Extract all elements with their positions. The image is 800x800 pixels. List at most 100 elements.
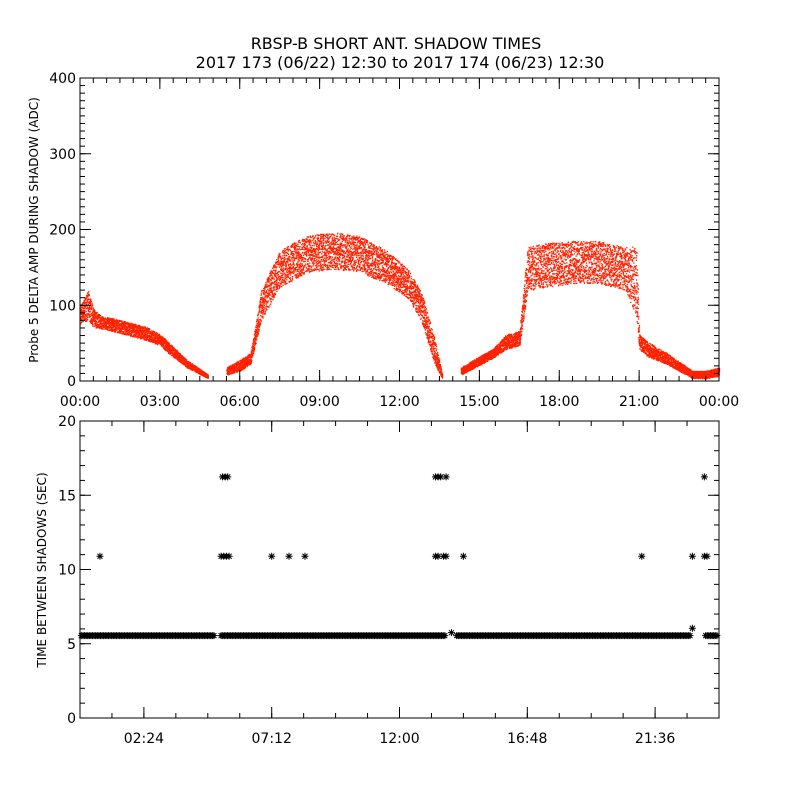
amplitude-point — [134, 334, 136, 337]
amplitude-point — [287, 246, 289, 248]
amplitude-point — [315, 250, 317, 252]
amplitude-point — [85, 311, 87, 313]
amplitude-point — [259, 321, 261, 323]
amplitude-point — [326, 259, 328, 261]
amplitude-point — [104, 325, 106, 328]
amplitude-point — [296, 245, 298, 247]
amplitude-point — [313, 245, 315, 247]
amplitude-point — [92, 325, 94, 327]
amplitude-point — [104, 317, 106, 319]
amplitude-point — [84, 299, 86, 301]
amplitude-point — [294, 244, 296, 246]
amplitude-point — [106, 327, 108, 329]
amplitude-point — [307, 260, 309, 262]
amplitude-point — [116, 328, 119, 330]
amplitude-point — [323, 262, 325, 264]
amplitude-point — [266, 290, 268, 292]
amplitude-point — [114, 325, 116, 327]
amplitude-point — [267, 284, 269, 286]
amplitude-point — [149, 331, 152, 333]
amplitude-point — [289, 277, 291, 279]
amplitude-point — [254, 347, 256, 349]
amplitude-point — [282, 271, 285, 273]
amplitude-point — [310, 236, 312, 239]
amplitude-point — [279, 280, 281, 282]
amplitude-point — [111, 324, 113, 326]
amplitude-point — [108, 327, 110, 329]
amplitude-point — [85, 297, 87, 299]
amplitude-point — [312, 253, 315, 255]
amplitude-point — [131, 325, 133, 327]
amplitude-point — [308, 254, 310, 256]
amplitude-point — [259, 308, 261, 310]
amplitude-point — [134, 335, 136, 338]
amplitude-point — [112, 321, 114, 323]
amplitude-point — [339, 250, 341, 252]
amplitude-point — [316, 259, 318, 261]
amplitude-point — [90, 322, 92, 325]
amplitude-point — [121, 322, 123, 324]
amplitude-point — [93, 317, 95, 319]
amplitude-point — [342, 233, 344, 235]
amplitude-point — [320, 233, 322, 236]
amplitude-point — [119, 323, 122, 326]
amplitude-point — [154, 331, 156, 333]
amplitude-point — [142, 329, 144, 331]
amplitude-point — [141, 330, 143, 332]
amplitude-point — [306, 245, 308, 247]
amplitude-point — [100, 320, 103, 322]
amplitude-point — [292, 266, 294, 268]
amplitude-point — [321, 244, 323, 247]
amplitude-point — [302, 251, 304, 253]
amplitude-point — [309, 246, 311, 249]
amplitude-point — [121, 329, 123, 331]
amplitude-point — [83, 310, 85, 312]
amplitude-point — [114, 319, 116, 322]
amplitude-point — [93, 319, 95, 322]
amplitude-point — [251, 359, 253, 362]
amplitude-point — [344, 263, 346, 265]
amplitude-point — [343, 250, 345, 252]
amplitude-point — [207, 375, 209, 377]
amplitude-point — [283, 261, 285, 263]
amplitude-point — [129, 324, 131, 326]
amplitude-point — [101, 328, 103, 330]
amplitude-point — [339, 254, 342, 257]
amplitude-point — [104, 324, 106, 326]
amplitude-point — [344, 255, 346, 258]
amplitude-point — [305, 240, 307, 242]
amplitude-point — [338, 260, 341, 262]
amplitude-point — [283, 252, 285, 255]
amplitude-point — [100, 315, 102, 317]
amplitude-point — [128, 333, 130, 336]
amplitude-point — [272, 281, 274, 283]
amplitude-point — [148, 334, 151, 337]
amplitude-point — [265, 283, 268, 285]
amplitude-point — [314, 239, 316, 242]
amplitude-point — [153, 338, 155, 340]
amplitude-point — [306, 254, 308, 256]
amplitude-point — [146, 337, 148, 339]
amplitude-point — [110, 317, 112, 320]
amplitude-point — [322, 256, 324, 259]
amplitude-point — [146, 339, 148, 341]
amplitude-point — [329, 266, 331, 268]
amplitude-point — [80, 321, 82, 324]
amplitude-point — [94, 319, 97, 322]
amplitude-point — [277, 278, 279, 280]
amplitude-point — [323, 238, 325, 240]
amplitude-point — [279, 285, 281, 288]
amplitude-point — [135, 333, 137, 336]
amplitude-point — [323, 242, 325, 244]
amplitude-point — [320, 262, 322, 264]
amplitude-point — [324, 244, 326, 247]
amplitude-point — [334, 268, 336, 270]
amplitude-point — [311, 247, 313, 249]
amplitude-point — [308, 253, 310, 255]
amplitude-point — [276, 259, 278, 261]
amplitude-point — [109, 320, 111, 322]
amplitude-point — [336, 240, 339, 242]
amplitude-point — [149, 339, 152, 341]
amplitude-point — [81, 309, 83, 311]
amplitude-point — [106, 319, 108, 321]
